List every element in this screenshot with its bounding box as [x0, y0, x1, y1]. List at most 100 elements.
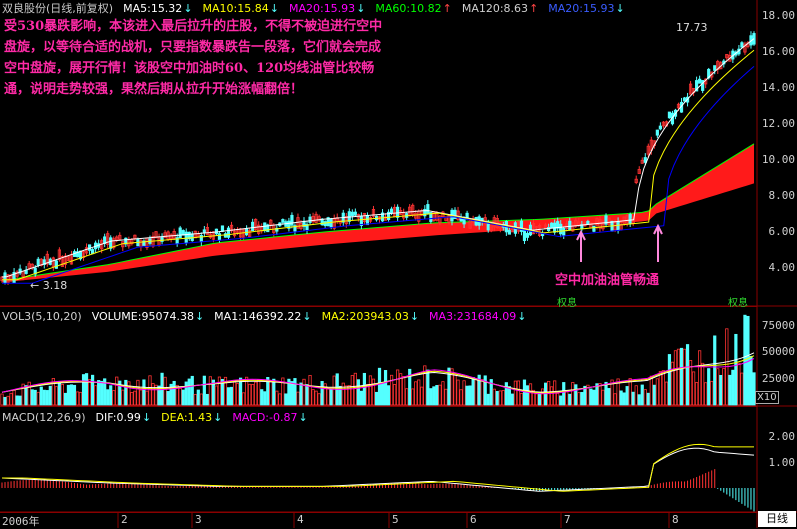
candle-body — [184, 231, 188, 244]
volume-bar — [293, 378, 297, 406]
volume-bar — [118, 380, 122, 406]
volume-bar — [631, 391, 635, 406]
volume-bar — [423, 365, 427, 406]
volume-bar — [91, 374, 95, 406]
volume-bar — [254, 381, 258, 406]
candle-body — [199, 234, 203, 242]
candle-body — [519, 220, 524, 232]
volume-bar — [471, 377, 475, 406]
volume-bar — [655, 378, 659, 406]
volume-bar — [139, 389, 143, 406]
volume-bar — [716, 368, 720, 406]
candle-body — [550, 222, 554, 229]
volume-bar — [652, 384, 656, 406]
candle-body — [332, 218, 336, 229]
analysis-annotation: 受530暴跌影响，本该进入最后拉升的庄股，不得不被迫进行空中盘旋，以等待合适的战… — [4, 19, 383, 97]
period-tab[interactable]: 日线 — [758, 511, 796, 527]
volume-bar — [190, 375, 194, 406]
macd-header: MACD(12,26,9) DIF:0.99 ↓ DEA:1.43 ↓ MACD:-… — [2, 410, 308, 424]
candle-body — [290, 214, 294, 226]
volume-bar — [619, 390, 623, 406]
volume-bar — [100, 380, 104, 406]
candle-body — [655, 129, 659, 136]
volume-bar — [643, 389, 647, 406]
volume-bar — [438, 384, 442, 406]
volume-bar — [39, 386, 43, 406]
volume-bar — [510, 393, 514, 406]
candle-body — [293, 225, 297, 232]
volume-bar — [731, 369, 735, 406]
dif-legend: DIF:0.99 ↓ — [95, 410, 152, 424]
volume-bar — [290, 381, 294, 406]
volume-bar — [498, 390, 502, 406]
candle-body — [60, 256, 65, 267]
volume-bar — [556, 392, 560, 406]
ma20-blue-line — [2, 65, 755, 284]
volume-bar — [112, 390, 116, 406]
volume-bar — [365, 384, 370, 406]
volume-legend: VOLUME:95074.38 ↓ — [91, 309, 205, 323]
volume-bar — [251, 384, 255, 406]
dividend-tag[interactable]: 权息 — [557, 298, 577, 309]
volume-bar — [374, 391, 379, 406]
volume-bar — [516, 380, 521, 406]
candle-body — [254, 218, 258, 230]
volume-bar — [525, 385, 530, 406]
volume-bar — [320, 381, 324, 406]
volume-bar — [332, 375, 336, 406]
volume-bar — [326, 388, 330, 406]
volume-bar — [362, 372, 367, 406]
candle-body — [217, 233, 222, 241]
candle-body — [54, 260, 58, 269]
vol-ma1-legend: MA1:146392.22 ↓ — [214, 309, 312, 323]
ma5-legend: MA5:15.32 ↓ — [123, 1, 193, 15]
candle-body — [266, 224, 270, 233]
candle-body — [719, 62, 723, 70]
macd-tick: 2.00 — [768, 430, 796, 443]
candle-body — [695, 80, 699, 92]
candle-body — [229, 224, 234, 232]
volume-bar — [148, 375, 152, 406]
volume-bar — [223, 376, 228, 406]
candle-body — [6, 274, 10, 284]
volume-bar — [622, 392, 626, 406]
volume-bar — [737, 362, 741, 406]
volume-bar — [571, 382, 575, 406]
x-label: 7 — [564, 513, 571, 526]
vol-ma1-line — [1, 352, 755, 393]
volume-bar — [305, 384, 309, 406]
volume-bar — [574, 384, 578, 406]
candle-body — [269, 219, 273, 226]
candle-body — [710, 71, 714, 78]
candle-body — [616, 221, 620, 232]
volume-bar — [202, 375, 206, 406]
volume-bar — [492, 388, 496, 406]
volume-bar — [184, 381, 188, 406]
volume-bar — [435, 385, 439, 406]
candle-body — [169, 234, 173, 240]
candle-body — [544, 224, 548, 229]
volume-bar — [248, 383, 252, 406]
volume-bar — [115, 376, 119, 406]
volume-bar — [682, 348, 687, 406]
dividend-tag[interactable]: 权息 — [728, 298, 748, 309]
volume-bar — [75, 391, 80, 406]
volume-bar — [534, 393, 539, 406]
volume-bar — [688, 360, 693, 406]
volume-bar — [616, 378, 620, 406]
candle-body — [226, 227, 231, 238]
volume-bar — [3, 396, 7, 406]
volume-bar — [193, 394, 197, 406]
volume-bar — [51, 378, 55, 406]
pointer-arrow-head — [653, 223, 663, 235]
x-label: 2 — [121, 513, 128, 526]
volume-bar — [263, 391, 267, 406]
volume-bar — [402, 376, 406, 406]
x-label: 3 — [195, 513, 202, 526]
volume-bar — [238, 377, 243, 406]
x-label: 2006年 — [2, 515, 40, 528]
price-tick: 8.00 — [768, 189, 796, 202]
ma-band — [2, 143, 754, 283]
volume-bar — [166, 391, 170, 406]
volume-bar — [33, 389, 37, 406]
